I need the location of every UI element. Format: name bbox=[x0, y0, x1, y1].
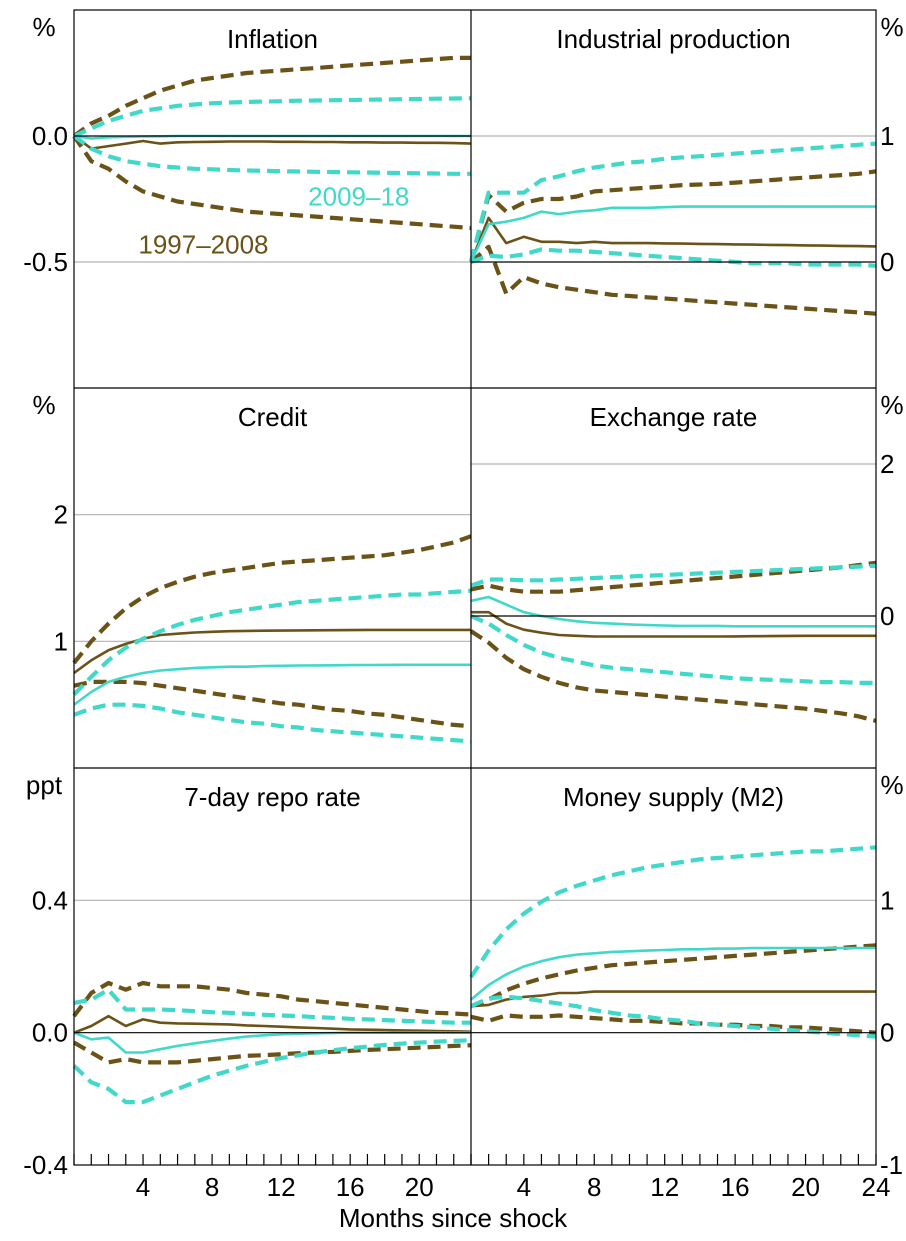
panel-2-series-median-4 bbox=[469, 205, 876, 263]
panel-1-series-band-3 bbox=[72, 55, 471, 138]
panel-6-series-band-3 bbox=[470, 1013, 877, 1035]
panel-1-series-band-6 bbox=[73, 96, 472, 138]
panel-6-title: Money supply (M2) bbox=[563, 782, 784, 812]
series-label-2: 1997–2008 bbox=[138, 229, 268, 259]
panel-5-series-band-3 bbox=[72, 1040, 472, 1065]
x-tick-label-right-5: 20 bbox=[791, 1172, 820, 1202]
panel-2-title: Industrial production bbox=[556, 24, 790, 54]
panel-4-series-band-5 bbox=[470, 563, 877, 588]
panel-4-ytick-label-2: 0 bbox=[880, 601, 894, 631]
panel-6-series-band-5 bbox=[469, 845, 877, 979]
series-label-1: 2009–18 bbox=[308, 181, 409, 211]
panel-3-ytick-label-1: 2 bbox=[54, 500, 68, 530]
panel-2-unit: % bbox=[880, 12, 903, 42]
panel-3-series-band-2 bbox=[72, 534, 472, 665]
panel-4-series-band-3 bbox=[469, 629, 877, 723]
panel-2-series-band-3 bbox=[469, 244, 877, 316]
panel-5-unit: ppt bbox=[26, 770, 63, 800]
x-axis-label: Months since shock bbox=[339, 1203, 568, 1233]
panel-1-series-band-2 bbox=[72, 134, 472, 231]
chart-labels: Months since shock Inflation% 0.0 -0.5 2009… bbox=[23, 12, 903, 1233]
panel-6-ytick-label-1: 1 bbox=[880, 885, 894, 915]
panel-4-title: Exchange rate bbox=[590, 402, 758, 432]
series-lines bbox=[72, 55, 877, 1105]
panel-2-ytick-label-2: 0 bbox=[880, 247, 894, 277]
panel-5-series-band-2 bbox=[72, 980, 472, 1018]
panel-3-series-median-4 bbox=[73, 663, 471, 706]
x-tick-label-left-4: 16 bbox=[336, 1172, 365, 1202]
panel-1-series-band-5 bbox=[72, 134, 471, 176]
panel-4-ytick-label-1: 2 bbox=[880, 449, 894, 479]
x-tick-label-right-2: 8 bbox=[587, 1172, 601, 1202]
panel-5-ytick-label-2: 0.0 bbox=[32, 1018, 68, 1048]
panel-6-series-band-6 bbox=[470, 994, 877, 1039]
x-tick-label-left-1: 4 bbox=[136, 1172, 150, 1202]
x-tick-label-right-6: 24 bbox=[862, 1172, 891, 1202]
outer-frame bbox=[73, 9, 877, 1166]
panel-frames bbox=[73, 9, 877, 1166]
panel-2-series-band-2 bbox=[468, 169, 877, 263]
x-tick-label-right-3: 12 bbox=[650, 1172, 679, 1202]
panel-1-title: Inflation bbox=[227, 24, 318, 54]
panel-2-series-band-5 bbox=[468, 141, 877, 263]
panel-5-ytick-label-3: -0.4 bbox=[23, 1150, 68, 1180]
panel-4-unit: % bbox=[880, 390, 903, 420]
panel-3-title: Credit bbox=[238, 402, 308, 432]
panel-1-ytick-label-1: 0.0 bbox=[32, 121, 68, 151]
panel-2-series-median-1 bbox=[469, 216, 877, 263]
panel-5-series-band-5 bbox=[73, 987, 471, 1025]
x-tick-label-left-3: 12 bbox=[267, 1172, 296, 1202]
panel-6-ytick-label-2: 0 bbox=[880, 1018, 894, 1048]
panel-2-series-band-6 bbox=[470, 247, 877, 268]
panel-6-series-median-1 bbox=[470, 990, 876, 1008]
x-tick-label-left-2: 8 bbox=[205, 1172, 219, 1202]
panel-2-ytick-label-1: 1 bbox=[880, 121, 894, 151]
x-tick-label-right-4: 16 bbox=[721, 1172, 750, 1202]
x-tick-label-right-1: 4 bbox=[517, 1172, 531, 1202]
panel-6-unit: % bbox=[880, 770, 903, 800]
panel-4-series-median-1 bbox=[471, 610, 876, 638]
panel-6-series-band-2 bbox=[470, 943, 877, 1009]
panel-5-title: 7-day repo rate bbox=[184, 782, 360, 812]
panel-5-series-band-6 bbox=[72, 1038, 472, 1105]
panel-3-unit: % bbox=[32, 390, 55, 420]
panel-1-series-median-1 bbox=[73, 134, 472, 150]
panel-3-ytick-label-2: 1 bbox=[54, 626, 68, 656]
panel-4-series-median-4 bbox=[470, 595, 876, 628]
panel-5-series-median-1 bbox=[73, 1014, 472, 1034]
panel-5-ytick-label-1: 0.4 bbox=[32, 885, 68, 915]
panel-4-series-band-6 bbox=[470, 614, 876, 685]
panel-3-series-band-5 bbox=[72, 588, 472, 696]
panel-1-ytick-label-2: -0.5 bbox=[23, 247, 68, 277]
panel-3-series-band-3 bbox=[73, 679, 472, 729]
panel-3-series-band-6 bbox=[73, 702, 472, 744]
panel-1-unit: % bbox=[32, 12, 55, 42]
panel-6-ytick-label-3: -1 bbox=[880, 1150, 903, 1180]
panel-6-series-median-4 bbox=[470, 946, 876, 1001]
panel-4-series-band-2 bbox=[470, 560, 877, 594]
x-tick-label-left-5: 20 bbox=[405, 1172, 434, 1202]
